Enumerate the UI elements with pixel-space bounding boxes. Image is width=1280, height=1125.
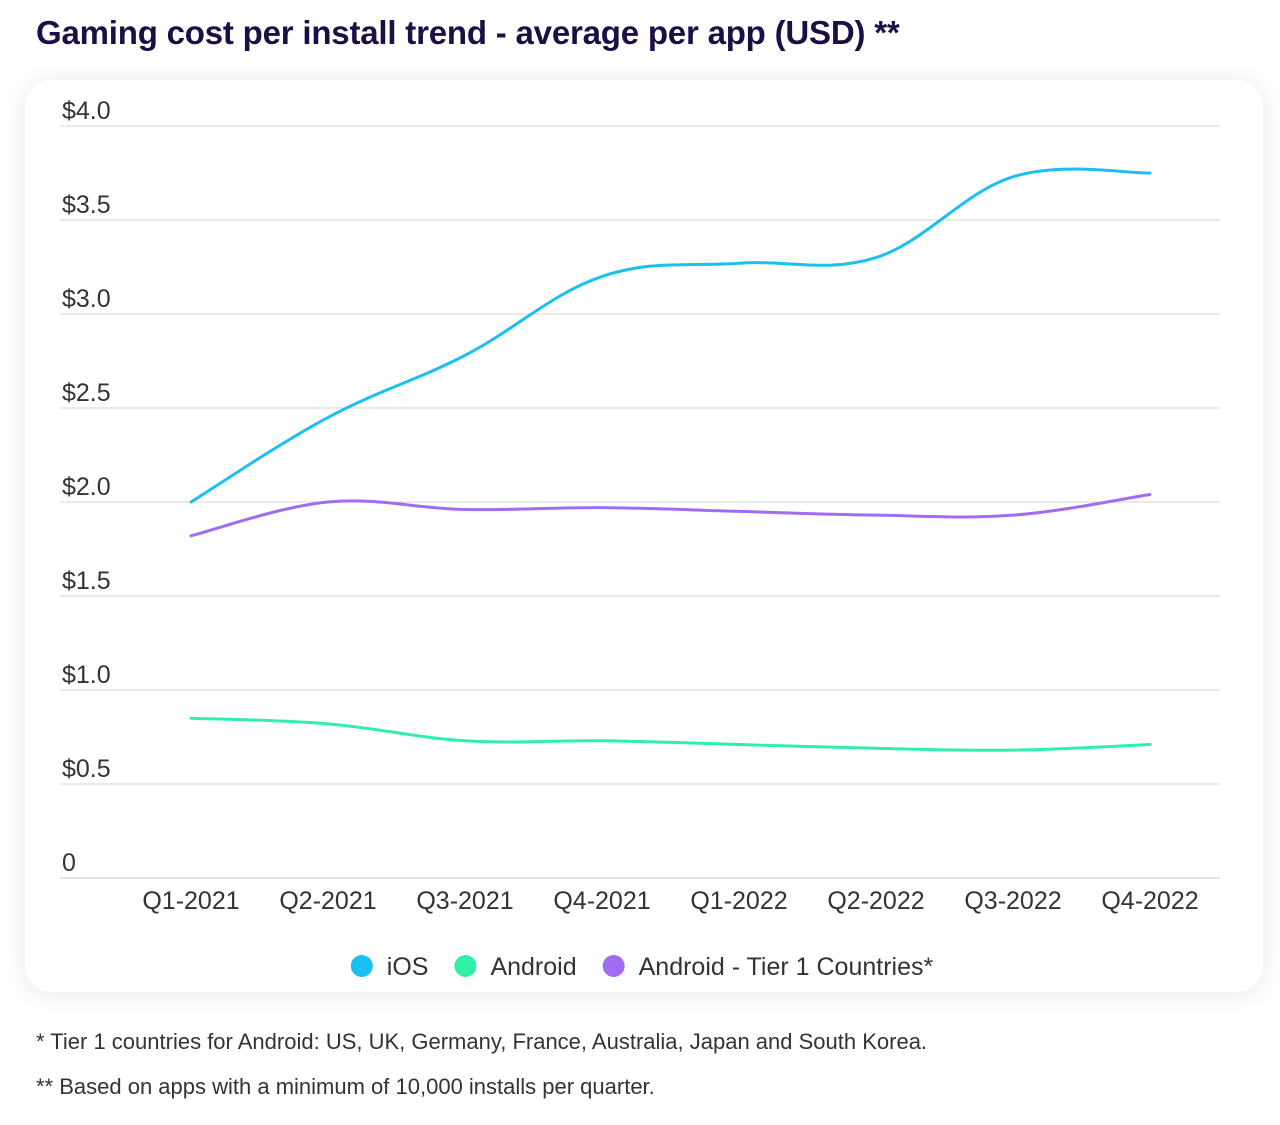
legend-label: Android - Tier 1 Countries* [639, 953, 934, 981]
footnote-installs: ** Based on apps with a minimum of 10,00… [36, 1074, 655, 1099]
x-tick-label: Q3-2022 [964, 887, 1061, 915]
footnote-tier1: * Tier 1 countries for Android: US, UK, … [36, 1029, 928, 1054]
legend-marker [454, 955, 477, 977]
y-tick-label: $4.0 [62, 97, 111, 125]
legend-label: Android [490, 953, 576, 981]
page-title: Gaming cost per install trend - average … [36, 14, 900, 51]
y-tick-label: $2.5 [62, 379, 111, 407]
y-tick-label: $2.0 [62, 473, 111, 501]
y-tick-label: $1.5 [62, 567, 111, 595]
x-axis-ticks: Q1-2021 Q2-2021 Q3-2021 Q4-2021 Q1-2022 Q2-20… [142, 887, 1198, 915]
line-chart: 0 $0.5 $1.0 $1.5 $2.0 $2.5 $3.0 $3.5 $4.0 Q1-202… [60, 97, 1220, 981]
y-tick-label: $1.0 [62, 661, 111, 689]
series-line [189, 492, 1152, 538]
legend-label: iOS [387, 953, 429, 981]
legend-marker [350, 955, 373, 977]
x-tick-label: Q2-2021 [279, 887, 376, 915]
series-line [189, 716, 1152, 752]
x-tick-label: Q2-2022 [827, 887, 924, 915]
x-tick-label: Q1-2022 [690, 887, 787, 915]
series-line [189, 167, 1152, 504]
gridlines [60, 125, 1220, 879]
y-tick-label: $3.5 [62, 191, 111, 219]
x-tick-label: Q4-2021 [553, 887, 650, 915]
y-tick-label: $3.0 [62, 285, 111, 313]
y-tick-label: 0 [62, 849, 76, 877]
series-lines [189, 167, 1152, 752]
y-tick-label: $0.5 [62, 755, 111, 783]
y-axis-ticks: 0 $0.5 $1.0 $1.5 $2.0 $2.5 $3.0 $3.5 $4.0 [62, 97, 111, 877]
x-tick-label: Q4-2022 [1101, 887, 1198, 915]
x-tick-label: Q3-2021 [416, 887, 513, 915]
legend-marker [602, 955, 625, 977]
x-tick-label: Q1-2021 [142, 887, 239, 915]
legend: iOS Android Android - Tier 1 Countries* [350, 953, 934, 981]
chart-card: 0 $0.5 $1.0 $1.5 $2.0 $2.5 $3.0 $3.5 $4.0 Q1-202… [25, 80, 1263, 992]
